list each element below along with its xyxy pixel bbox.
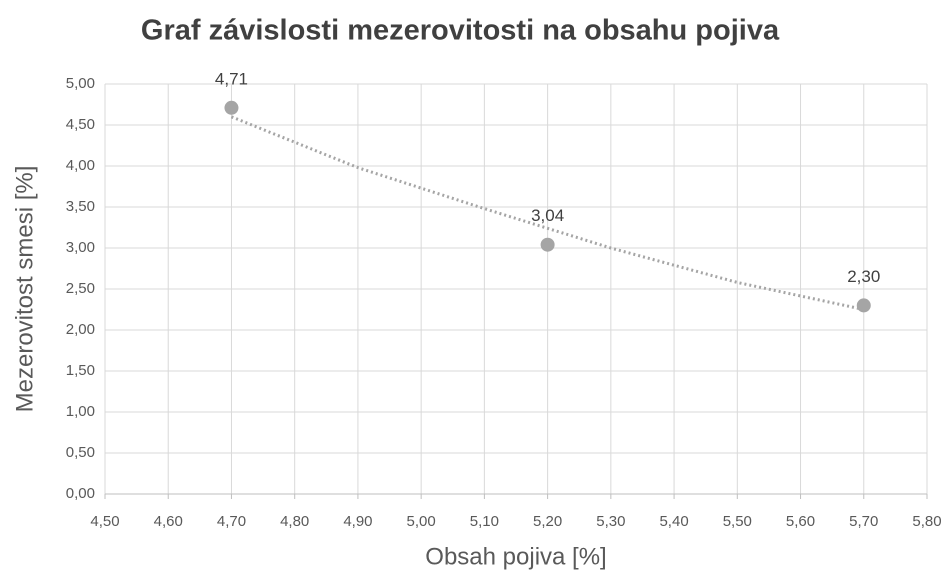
- data-label: 3,04: [531, 206, 564, 225]
- trendline: [230, 115, 865, 311]
- x-tick-label: 4,90: [343, 513, 372, 530]
- y-tick-label: 2,50: [66, 280, 95, 297]
- x-tick-label: 5,10: [470, 513, 499, 530]
- chart-title: Graf závislosti mezerovitosti na obsahu …: [141, 15, 780, 47]
- x-tick-label: 4,50: [90, 513, 119, 530]
- point: [856, 298, 871, 313]
- x-tick-label: 5,50: [723, 513, 752, 530]
- point: [540, 237, 555, 252]
- y-tick-label: 5,00: [66, 75, 95, 92]
- y-tick-label: 3,00: [66, 239, 95, 256]
- x-tick-label: 5,80: [912, 513, 941, 530]
- point: [224, 100, 239, 115]
- y-tick-label: 4,50: [66, 116, 95, 133]
- x-tick-label: 4,80: [280, 513, 309, 530]
- x-tick-label: 5,20: [533, 513, 562, 530]
- x-tick-label: 4,70: [217, 513, 246, 530]
- y-tick-label: 0,00: [66, 485, 95, 502]
- y-tick-label: 2,00: [66, 321, 95, 338]
- y-axis-label: Mezerovitost smesi [%]: [11, 166, 38, 413]
- data-label: 2,30: [847, 267, 880, 286]
- y-tick-label: 1,50: [66, 362, 95, 379]
- y-tick-label: 4,00: [66, 157, 95, 174]
- x-tick-label: 5,70: [849, 513, 878, 530]
- x-axis-label: Obsah pojiva [%]: [425, 543, 606, 570]
- y-tick-label: 1,00: [66, 403, 95, 420]
- x-tick-label: 5,00: [407, 513, 436, 530]
- x-tick-label: 5,40: [659, 513, 688, 530]
- x-tick-label: 5,60: [786, 513, 815, 530]
- data-label: 4,71: [215, 69, 248, 88]
- x-tick-label: 5,30: [596, 513, 625, 530]
- x-tick-label: 4,60: [154, 513, 183, 530]
- y-tick-label: 3,50: [66, 198, 95, 215]
- y-tick-label: 0,50: [66, 444, 95, 461]
